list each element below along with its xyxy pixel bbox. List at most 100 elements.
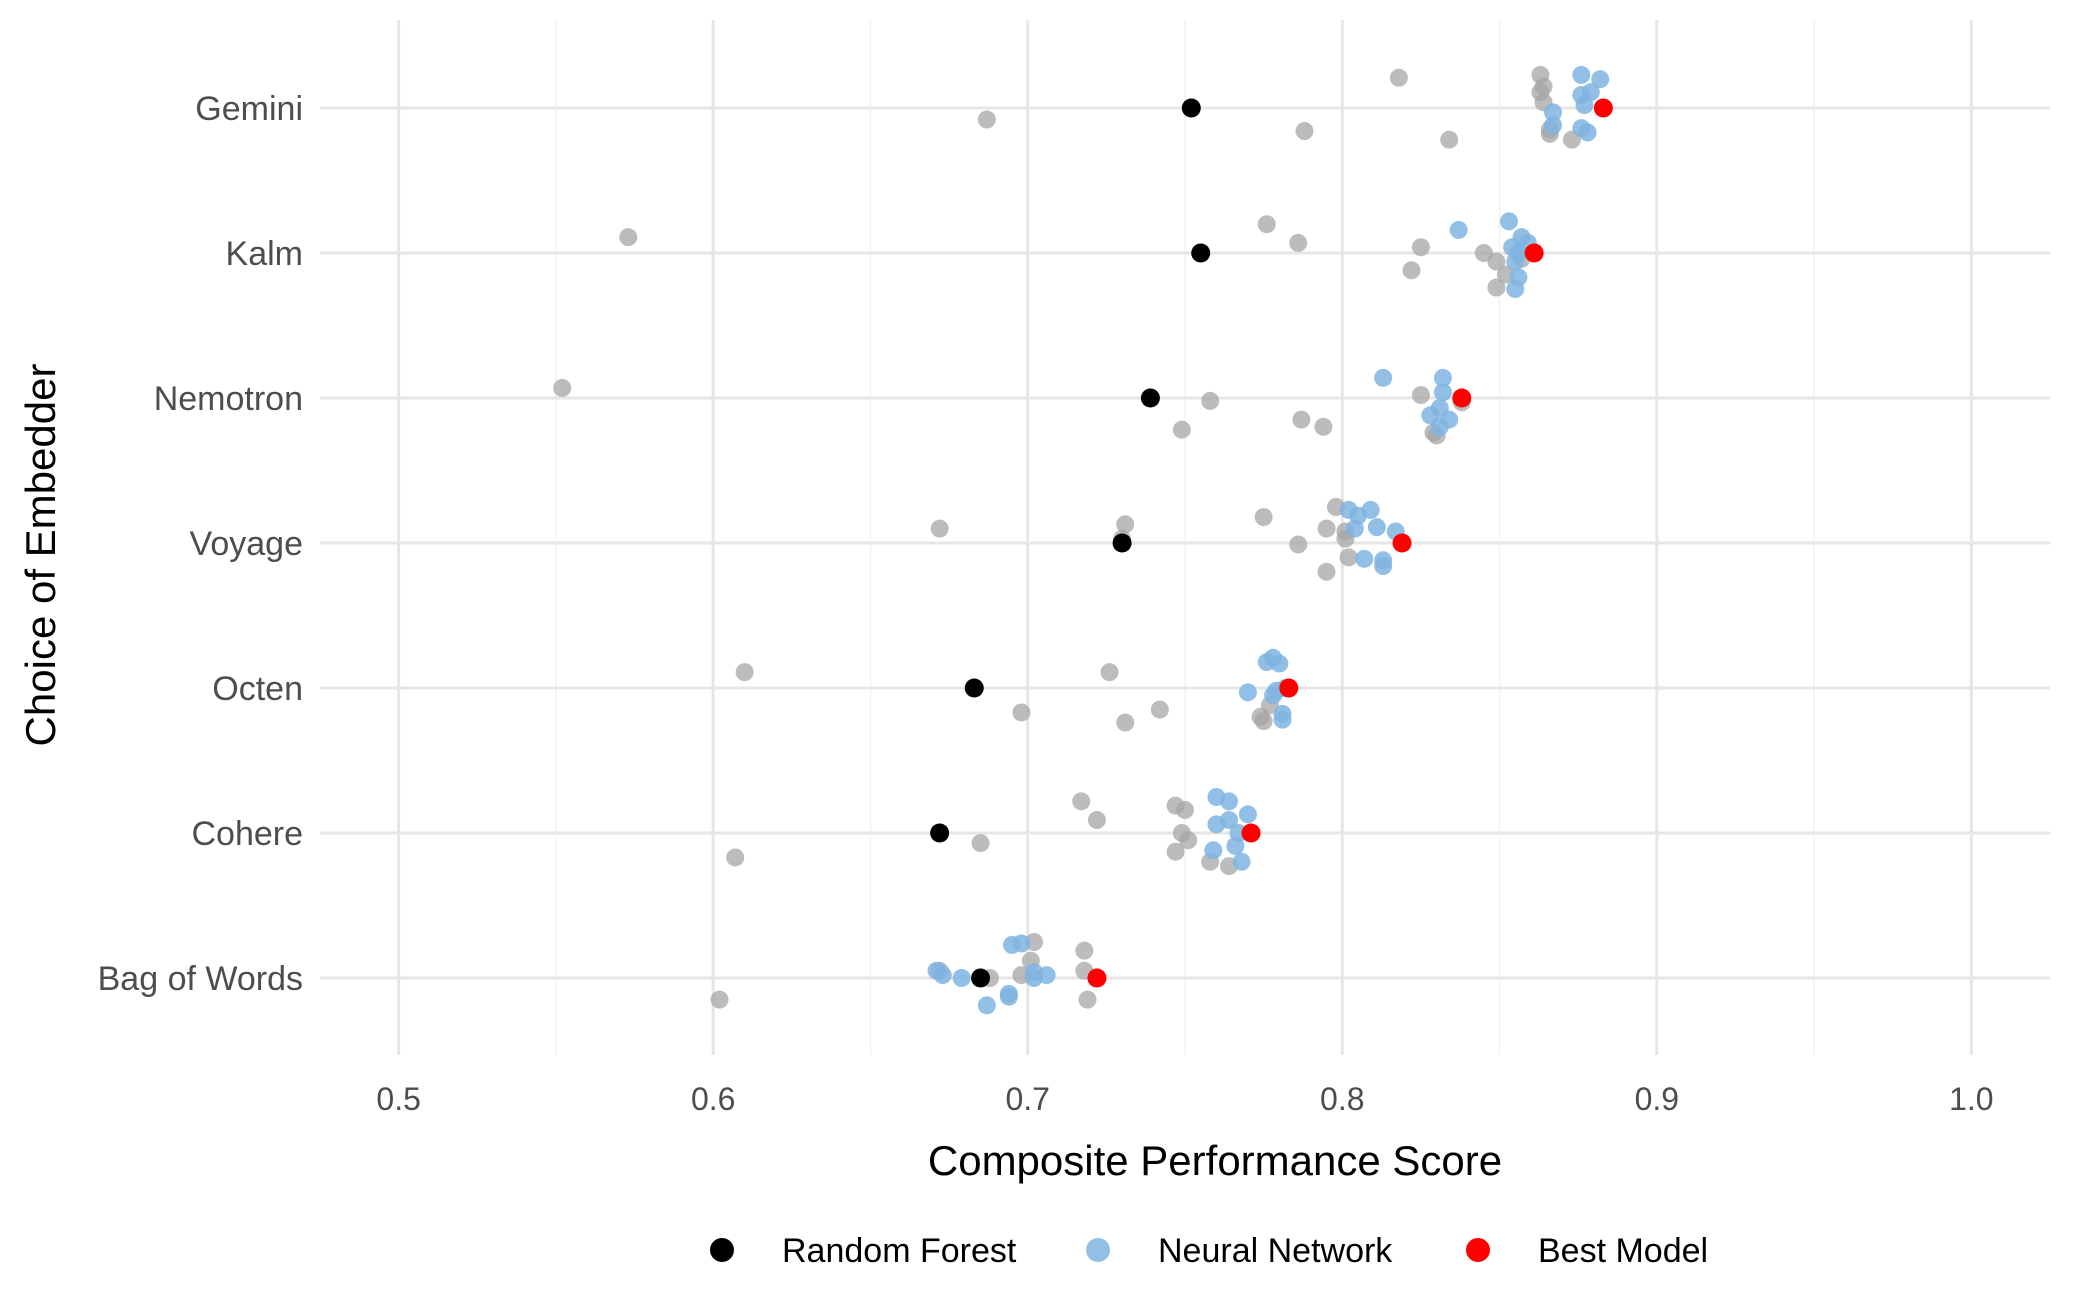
neural-network-point bbox=[1433, 368, 1452, 387]
other-point bbox=[1487, 278, 1506, 297]
random-forest-point bbox=[964, 678, 984, 698]
neural-network-point bbox=[1232, 852, 1251, 871]
other-point bbox=[1339, 548, 1358, 567]
neural-network-point bbox=[933, 966, 952, 985]
other-point bbox=[930, 519, 949, 538]
other-point bbox=[1487, 252, 1506, 271]
other-point bbox=[1411, 386, 1430, 405]
x-axis-tick-labels: 0.5 0.6 0.7 0.8 0.9 1.0 bbox=[376, 1081, 1993, 1117]
y-tick-label: Octen bbox=[212, 670, 303, 708]
neural-network-point bbox=[1374, 368, 1393, 387]
best-model-point bbox=[1279, 678, 1299, 698]
neural-network-point bbox=[1499, 212, 1518, 231]
legend-item: Best Model bbox=[1466, 1232, 1708, 1270]
other-point bbox=[1289, 535, 1308, 554]
other-point bbox=[735, 663, 754, 682]
neural-network-point bbox=[1506, 252, 1525, 271]
other-point bbox=[1150, 700, 1169, 719]
neural-network-point bbox=[952, 969, 971, 987]
other-point bbox=[1440, 130, 1459, 149]
best-model-point bbox=[1593, 98, 1613, 118]
y-tick-label: Nemotron bbox=[154, 380, 303, 418]
other-point bbox=[1172, 420, 1191, 439]
y-tick-label: Bag of Words bbox=[98, 960, 303, 998]
neural-network-point bbox=[999, 987, 1018, 1006]
other-point bbox=[1075, 941, 1094, 960]
other-point bbox=[1474, 244, 1493, 262]
neural-network-point bbox=[1273, 710, 1292, 729]
other-point bbox=[1012, 703, 1031, 722]
other-point bbox=[1078, 990, 1097, 1009]
x-tick-label: 0.8 bbox=[1320, 1081, 1364, 1117]
best-model-point bbox=[1241, 823, 1261, 843]
neural-network-point bbox=[1226, 836, 1245, 855]
best-model-point bbox=[1524, 243, 1544, 263]
other-point bbox=[710, 990, 729, 1009]
y-tick-label: Voyage bbox=[190, 525, 303, 563]
legend-swatch bbox=[1466, 1238, 1490, 1262]
best-model-point bbox=[1392, 533, 1412, 553]
x-tick-label: 0.6 bbox=[691, 1081, 735, 1117]
neural-network-point bbox=[1012, 934, 1031, 953]
neural-network-point bbox=[1345, 519, 1364, 538]
neural-network-point bbox=[1430, 417, 1449, 436]
random-forest-point bbox=[930, 823, 950, 843]
neural-network-point bbox=[1544, 116, 1563, 135]
best-model-point bbox=[1452, 388, 1472, 408]
other-point bbox=[1317, 562, 1336, 581]
other-point bbox=[1254, 508, 1273, 527]
other-point bbox=[1100, 663, 1119, 682]
legend-label: Random Forest bbox=[782, 1232, 1017, 1270]
other-point bbox=[1314, 417, 1333, 436]
random-forest-point bbox=[971, 968, 991, 988]
y-axis-title: Choice of Embedder bbox=[17, 364, 64, 747]
other-point bbox=[1087, 811, 1106, 830]
other-point bbox=[726, 848, 745, 867]
neural-network-point bbox=[1572, 65, 1591, 84]
legend-item: Random Forest bbox=[710, 1232, 1017, 1270]
neural-network-point bbox=[1575, 96, 1594, 115]
other-point bbox=[971, 834, 990, 853]
other-point bbox=[1179, 831, 1198, 850]
neural-network-point bbox=[1578, 123, 1597, 142]
other-point bbox=[1257, 215, 1276, 234]
neural-network-point bbox=[1204, 841, 1223, 860]
y-tick-label: Kalm bbox=[226, 235, 303, 273]
other-point bbox=[1289, 233, 1308, 252]
legend-item: Neural Network bbox=[1086, 1232, 1393, 1270]
neural-network-point bbox=[1220, 792, 1239, 811]
x-tick-label: 0.9 bbox=[1635, 1081, 1679, 1117]
y-axis-tick-labels: Gemini Kalm Nemotron Voyage Octen Cohere Bag o… bbox=[98, 90, 303, 998]
neural-network-point bbox=[1264, 686, 1283, 705]
neural-network-point bbox=[1433, 383, 1452, 402]
neural-network-point bbox=[1367, 518, 1386, 537]
neural-network-point bbox=[1544, 103, 1563, 122]
x-tick-label: 1.0 bbox=[1949, 1081, 1993, 1117]
neural-network-point bbox=[1207, 815, 1226, 834]
x-tick-label: 0.5 bbox=[376, 1081, 420, 1117]
y-tick-label: Gemini bbox=[195, 90, 303, 128]
y-tick-label: Cohere bbox=[191, 815, 303, 853]
other-point bbox=[1116, 515, 1135, 534]
legend-label: Best Model bbox=[1538, 1232, 1708, 1270]
neural-network-point bbox=[1025, 969, 1044, 987]
other-point bbox=[1201, 391, 1220, 410]
neural-network-point bbox=[1238, 805, 1257, 824]
neural-network-point bbox=[1270, 654, 1289, 673]
neural-network-point bbox=[1591, 70, 1610, 89]
x-axis-title: Composite Performance Score bbox=[928, 1137, 1502, 1184]
random-forest-point bbox=[1191, 243, 1211, 263]
neural-network-point bbox=[1238, 683, 1257, 702]
other-point bbox=[1072, 792, 1091, 811]
random-forest-point bbox=[1181, 98, 1201, 118]
other-point bbox=[1166, 842, 1185, 861]
neural-network-point bbox=[1355, 549, 1374, 568]
legend-swatch bbox=[1086, 1238, 1110, 1262]
other-point bbox=[1389, 68, 1408, 87]
best-model-point bbox=[1087, 968, 1107, 988]
other-point bbox=[619, 228, 638, 247]
other-point bbox=[1254, 712, 1273, 731]
x-tick-label: 0.7 bbox=[1005, 1081, 1049, 1117]
other-point bbox=[1402, 261, 1421, 280]
